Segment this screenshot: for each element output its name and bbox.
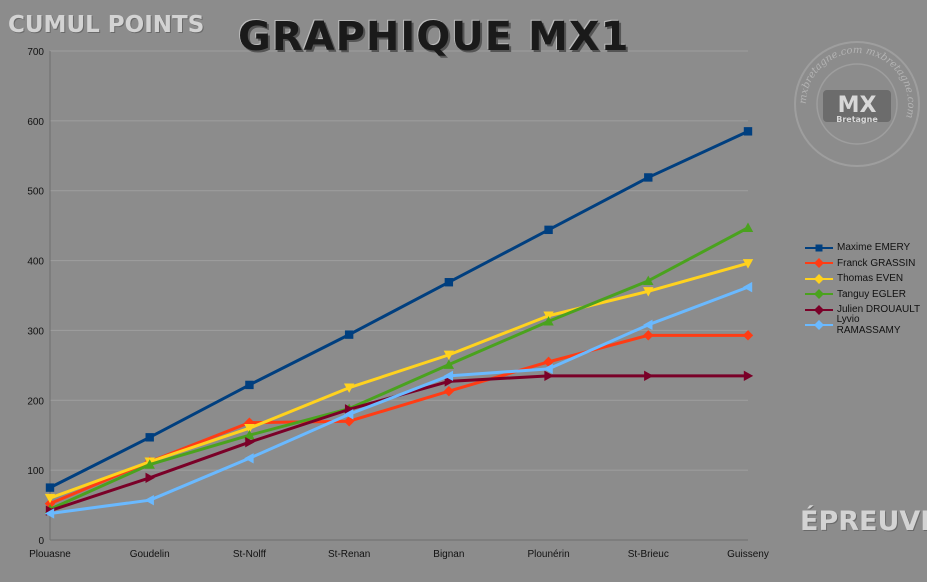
data-point-thomas-even xyxy=(44,493,56,504)
data-point-lyvio-ramassamy xyxy=(44,508,55,519)
series-line-thomas-even xyxy=(49,261,749,500)
series-line-lyvio-ramassamy xyxy=(49,285,749,515)
y-axis-caption: CUMUL POINTS xyxy=(8,12,205,38)
y-tick-label: 100 xyxy=(27,466,44,477)
x-tick-label: St-Renan xyxy=(328,549,370,560)
legend-swatch-icon xyxy=(805,320,833,331)
logo-bretagne-text: Bretagne xyxy=(836,115,878,124)
y-tick-label: 300 xyxy=(27,326,44,337)
data-point-franck-grassin xyxy=(643,330,654,341)
x-axis-caption: ÉPREUVES xyxy=(800,506,927,537)
mxbretagne-watermark-logo: mxbretagne.com mxbretagne.com MX Bretagn… xyxy=(793,40,921,168)
data-point-lyvio-ramassamy xyxy=(543,363,553,375)
x-tick-label: Bignan xyxy=(433,549,464,560)
data-point-lyvio-ramassamy xyxy=(144,494,154,506)
legend-item-franck-grassin: Franck GRASSIN xyxy=(805,256,925,272)
data-point-maxime-emery xyxy=(344,330,354,339)
logo-mx-text: MX xyxy=(838,93,877,118)
data-point-franck-grassin xyxy=(443,386,455,397)
data-point-maxime-emery xyxy=(544,225,553,235)
chart-legend: Maxime EMERY Franck GRASSIN Thomas EVEN Tan… xyxy=(805,240,925,336)
data-point-julien-drouault xyxy=(644,370,654,382)
y-tick-label: 600 xyxy=(27,117,44,128)
data-point-franck-grassin xyxy=(44,498,56,509)
data-point-julien-drouault xyxy=(444,376,455,387)
legend-label: Maxime EMERY xyxy=(837,242,911,254)
data-point-maxime-emery xyxy=(444,278,454,287)
data-point-tanguy-egler xyxy=(443,359,455,369)
legend-item-tanguy-egler: Tanguy EGLER xyxy=(805,287,925,303)
data-point-maxime-emery xyxy=(743,127,753,136)
legend-swatch-icon xyxy=(805,273,833,284)
data-point-maxime-emery xyxy=(45,483,55,492)
data-point-franck-grassin xyxy=(742,330,754,341)
data-point-tanguy-egler xyxy=(543,316,554,326)
legend-swatch-icon xyxy=(805,258,833,269)
data-point-thomas-even xyxy=(443,350,455,361)
legend-label: Lyvio RAMASSAMY xyxy=(836,314,901,337)
legend-swatch-icon xyxy=(805,289,833,300)
data-point-thomas-even xyxy=(244,424,255,434)
data-point-julien-drouault xyxy=(544,370,554,382)
y-tick-label: 700 xyxy=(27,47,44,58)
y-tick-label: 500 xyxy=(27,187,44,198)
data-point-thomas-even xyxy=(643,287,654,297)
data-point-franck-grassin xyxy=(343,416,355,427)
legend-item-thomas-even: Thomas EVEN xyxy=(805,271,925,287)
data-point-julien-drouault xyxy=(743,370,754,382)
x-tick-label: Plounérin xyxy=(527,549,569,560)
data-point-tanguy-egler xyxy=(144,459,155,469)
data-point-lyvio-ramassamy xyxy=(643,319,653,331)
data-point-tanguy-egler xyxy=(244,430,255,440)
data-point-julien-drouault xyxy=(145,472,155,484)
data-point-julien-drouault xyxy=(245,437,255,448)
legend-item-lyvio-ramassamy: Lyvio RAMASSAMY xyxy=(805,314,925,336)
data-point-lyvio-ramassamy xyxy=(244,453,254,464)
data-point-julien-drouault xyxy=(344,404,355,415)
legend-item-julien-drouault: Julien DROUAULT xyxy=(805,302,925,318)
chart-title: GRAPHIQUE MX1 xyxy=(238,14,630,60)
series-line-franck-grassin xyxy=(49,333,748,506)
legend-label: Tanguy EGLER xyxy=(837,288,906,300)
data-point-lyvio-ramassamy xyxy=(443,370,454,382)
legend-swatch-icon xyxy=(805,244,833,252)
x-tick-label: St-Nolff xyxy=(233,549,266,560)
y-tick-label: 200 xyxy=(27,396,44,407)
y-tick-label: 0 xyxy=(38,536,44,547)
data-point-thomas-even xyxy=(343,383,355,393)
data-point-tanguy-egler xyxy=(643,275,654,286)
legend-label: Julien DROUAULT xyxy=(837,304,921,316)
data-point-lyvio-ramassamy xyxy=(742,281,753,293)
data-point-lyvio-ramassamy xyxy=(343,409,354,420)
data-point-maxime-emery xyxy=(644,173,653,182)
data-point-thomas-even xyxy=(742,259,754,269)
data-point-maxime-emery xyxy=(245,380,254,390)
y-tick-label: 400 xyxy=(27,257,44,268)
series-line-maxime-emery xyxy=(49,129,749,489)
data-point-maxime-emery xyxy=(145,433,154,442)
x-tick-label: Guisseny xyxy=(727,549,769,560)
x-tick-label: Goudelin xyxy=(130,549,170,560)
series-line-tanguy-egler xyxy=(49,226,749,511)
x-tick-label: St-Brieuc xyxy=(628,549,669,560)
data-point-tanguy-egler xyxy=(742,222,754,232)
data-point-franck-grassin xyxy=(543,356,554,368)
legend-swatch-icon xyxy=(805,304,833,315)
legend-item-maxime-emery: Maxime EMERY xyxy=(805,240,925,256)
legend-label: Franck GRASSIN xyxy=(837,257,916,269)
x-tick-label: Plouasne xyxy=(29,549,71,560)
legend-label: Thomas EVEN xyxy=(837,273,904,285)
